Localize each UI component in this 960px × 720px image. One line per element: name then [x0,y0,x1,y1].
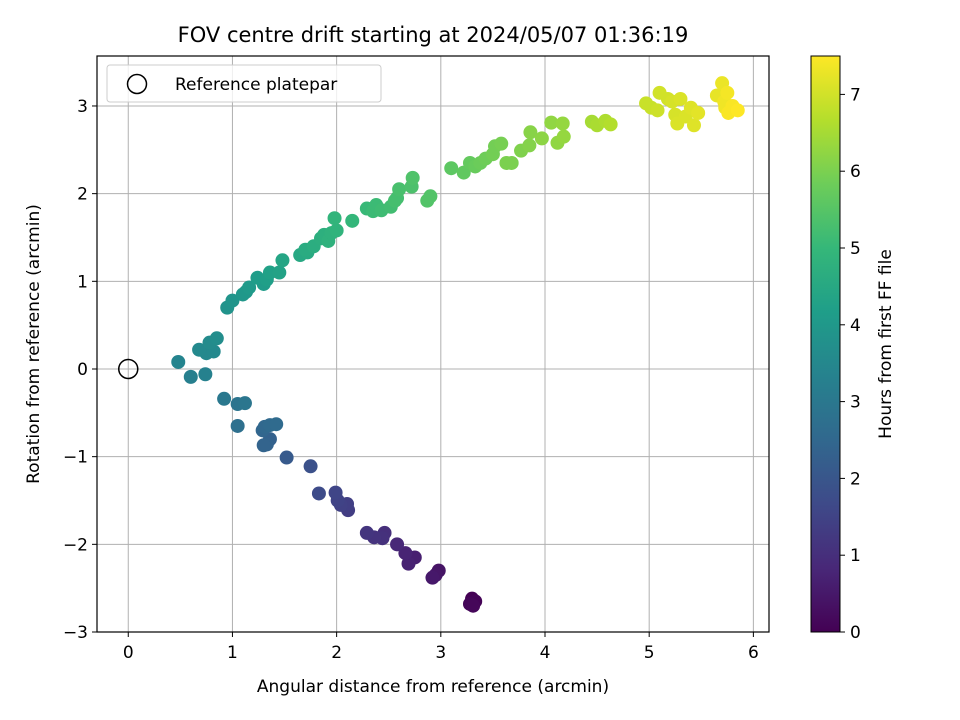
y-tick-label: 3 [77,97,88,117]
data-point [269,417,284,432]
data-point [328,485,343,500]
y-tick-label: 1 [77,272,88,292]
colorbar-tick-label: 7 [850,85,861,105]
data-point [444,161,459,176]
data-point [183,369,198,384]
x-tick-label: 4 [540,643,551,663]
colorbar-label: Hours from first FF file [876,249,896,439]
y-tick-label: −3 [63,623,88,643]
data-point [171,354,186,369]
y-tick-label: −2 [63,535,88,555]
data-point [720,85,735,100]
data-point [359,525,374,540]
data-point [327,211,342,226]
x-tick-label: 1 [227,643,238,663]
x-axis-label: Angular distance from reference (arcmin) [257,677,609,697]
legend-entry: Reference platepar [175,75,337,95]
colorbar-tick-label: 1 [850,546,861,566]
data-point [650,103,665,118]
data-point [673,91,688,106]
legend: Reference platepar [106,64,382,103]
data-point [691,105,706,120]
data-point [225,293,240,308]
x-tick-label: 6 [748,643,759,663]
data-point [237,396,252,411]
data-point [256,438,271,453]
data-point [425,570,440,585]
data-point [390,537,405,552]
data-point [198,367,213,382]
data-point [494,136,509,151]
data-point [192,342,207,357]
reference-marker [118,358,139,380]
data-point [230,418,245,433]
data-point [534,131,549,146]
data-point [272,265,287,280]
colorbar: 0 1 2 3 4 5 6 7 Hours from first FF file [810,55,896,643]
data-point [275,253,290,268]
x-tick-label: 2 [331,643,342,663]
data-point [345,213,360,228]
data-point [504,155,519,170]
x-axis-ticks: 0 1 2 3 4 5 6 [123,632,759,663]
y-axis-ticks: −3 −2 −1 0 1 2 3 [63,97,97,643]
data-point [392,182,407,197]
plot-frame [96,55,770,633]
data-point [401,556,416,571]
x-tick-label: 5 [644,643,655,663]
legend-marker [126,73,148,95]
colorbar-tick-label: 0 [850,623,861,643]
colorbar-tick-label: 2 [850,469,861,489]
scatter-points [171,76,745,613]
colorbar-tick-label: 5 [850,239,861,259]
y-axis-label: Rotation from reference (arcmin) [24,204,44,484]
y-tick-label: −1 [63,448,88,468]
data-point [603,117,618,132]
data-point [555,116,570,131]
y-tick-label: 2 [77,185,88,205]
colorbar-tick-label: 4 [850,316,861,336]
y-tick-label: 0 [77,360,88,380]
x-tick-label: 3 [435,643,446,663]
data-point [522,138,537,153]
data-point [730,103,745,118]
data-point [523,125,538,140]
data-point [217,391,232,406]
data-point [311,486,326,501]
data-point [405,170,420,185]
data-point [303,459,318,474]
data-point [242,280,257,295]
chart-title: FOV centre drift starting at 2024/05/07 … [178,23,689,47]
data-point [279,450,294,465]
legend-box [106,64,382,103]
colorbar-tick-label: 3 [850,393,861,413]
data-point [423,189,438,204]
data-point [544,115,559,130]
colorbar-tick-label: 6 [850,162,861,182]
x-tick-label: 0 [123,643,134,663]
colorbar-gradient [810,55,841,633]
colorbar-ticks: 0 1 2 3 4 5 6 7 [840,85,861,643]
data-point [329,223,344,238]
data-point [398,546,413,561]
data-point [209,331,224,346]
data-point [686,118,701,133]
data-point [466,598,481,613]
data-point [556,129,571,144]
